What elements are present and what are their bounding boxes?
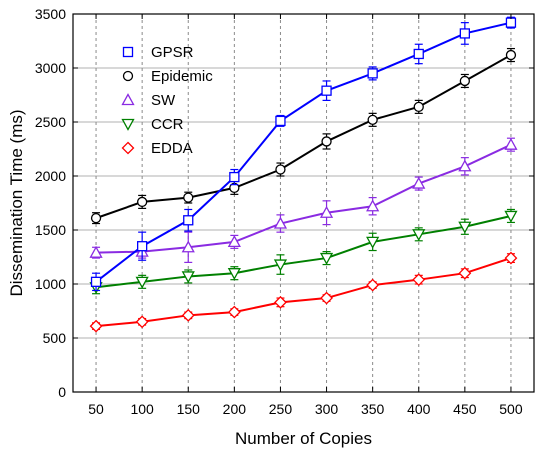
data-point-sw — [89, 245, 103, 258]
data-point-edda — [89, 319, 103, 333]
data-point-gpsr — [183, 215, 194, 226]
series-gpsr — [90, 16, 517, 292]
data-point-sw — [458, 159, 472, 172]
x-tick-label: 350 — [361, 401, 385, 417]
legend-marker-sw — [121, 93, 135, 106]
legend: GPSR Epidemic SW CCR EDDA — [121, 44, 213, 157]
data-point-epidemic — [459, 75, 471, 87]
series-edda — [89, 251, 518, 333]
data-point-gpsr — [275, 115, 286, 127]
y-tick-label: 1500 — [35, 222, 66, 238]
data-point-sw — [227, 235, 241, 248]
data-point-gpsr — [90, 276, 102, 287]
data-point-ccr — [504, 210, 518, 223]
data-point-epidemic — [136, 196, 148, 208]
data-point-ccr — [319, 252, 334, 265]
data-point-ccr — [227, 268, 241, 281]
data-point-gpsr — [321, 85, 332, 96]
data-point-edda — [227, 305, 241, 319]
ticks: 0 500 1000 1500 2000 2500 3000 3500 50 100 150 200 2… — [35, 6, 534, 417]
series-line-edda — [95, 257, 512, 328]
x-tick-label: 100 — [130, 401, 154, 417]
x-tick-label: 450 — [453, 401, 477, 417]
x-tick-label: 400 — [407, 401, 431, 417]
data-point-ccr — [135, 276, 149, 289]
data-point-gpsr — [413, 48, 424, 60]
y-tick-label: 1000 — [35, 276, 66, 292]
x-tick-label: 50 — [88, 401, 104, 417]
y-tick-label: 3500 — [35, 6, 66, 22]
x-axis-label: Number of Copies — [235, 429, 372, 448]
y-tick-label: 3000 — [35, 60, 66, 76]
legend-label-ccr: CCR — [151, 116, 184, 133]
data-point-sw — [319, 205, 334, 218]
data-point-gpsr — [367, 68, 378, 79]
data-point-sw — [504, 137, 518, 150]
data-point-edda — [458, 266, 472, 280]
data-point-ccr — [412, 229, 426, 242]
data-point-edda — [135, 315, 149, 329]
data-point-edda — [366, 278, 380, 292]
data-point-epidemic — [321, 136, 332, 147]
data-point-ccr — [181, 271, 195, 284]
legend-label-edda: EDDA — [151, 140, 193, 157]
x-tick-label: 200 — [223, 401, 247, 417]
data-point-edda — [320, 291, 333, 305]
data-point-ccr — [273, 259, 288, 272]
data-point-epidemic — [505, 49, 517, 61]
series-epidemic — [90, 47, 517, 225]
data-point-epidemic — [413, 101, 424, 113]
data-point-epidemic — [183, 192, 194, 203]
legend-marker-epidemic — [122, 70, 134, 82]
data-point-gpsr — [136, 241, 148, 252]
y-axis-label: Dissemination Time (ms) — [7, 109, 26, 296]
series-line-gpsr — [95, 21, 512, 283]
data-point-gpsr — [459, 28, 471, 39]
data-point-edda — [504, 251, 518, 265]
data-point-epidemic — [275, 164, 286, 175]
data-point-edda — [274, 295, 287, 309]
legend-marker-gpsr — [122, 46, 134, 58]
series-line-epidemic — [95, 54, 512, 220]
series-line-ccr — [95, 214, 512, 289]
plot-frame — [72, 13, 535, 393]
data-point-sw — [366, 199, 380, 212]
data-point-gpsr — [505, 17, 517, 28]
data-point-ccr — [458, 221, 472, 234]
data-point-ccr — [366, 236, 380, 249]
legend-label-sw: SW — [151, 92, 176, 109]
legend-marker-ccr — [121, 118, 135, 131]
data-point-epidemic — [367, 114, 378, 125]
data-point-edda — [412, 273, 426, 287]
legend-marker-edda — [121, 141, 135, 155]
series-sw — [89, 137, 518, 263]
y-tick-label: 500 — [43, 330, 67, 346]
data-point-sw — [181, 240, 195, 253]
series-line-sw — [96, 143, 512, 254]
x-tick-label: 250 — [269, 401, 293, 417]
data-point-sw — [273, 216, 288, 229]
data-point-gpsr — [229, 171, 240, 183]
y-tick-label: 2500 — [35, 114, 66, 130]
legend-label-gpsr: GPSR — [151, 44, 194, 61]
series-ccr — [89, 208, 518, 295]
legend-label-epidemic: Epidemic — [151, 68, 213, 85]
x-tick-label: 300 — [315, 401, 339, 417]
series-layer — [89, 16, 518, 333]
data-point-edda — [181, 308, 195, 322]
y-tick-label: 2000 — [35, 168, 66, 184]
x-tick-label: 500 — [499, 401, 523, 417]
y-tick-label: 0 — [58, 384, 66, 400]
x-tick-label: 150 — [177, 401, 201, 417]
data-point-epidemic — [90, 212, 102, 224]
data-point-sw — [412, 176, 426, 189]
